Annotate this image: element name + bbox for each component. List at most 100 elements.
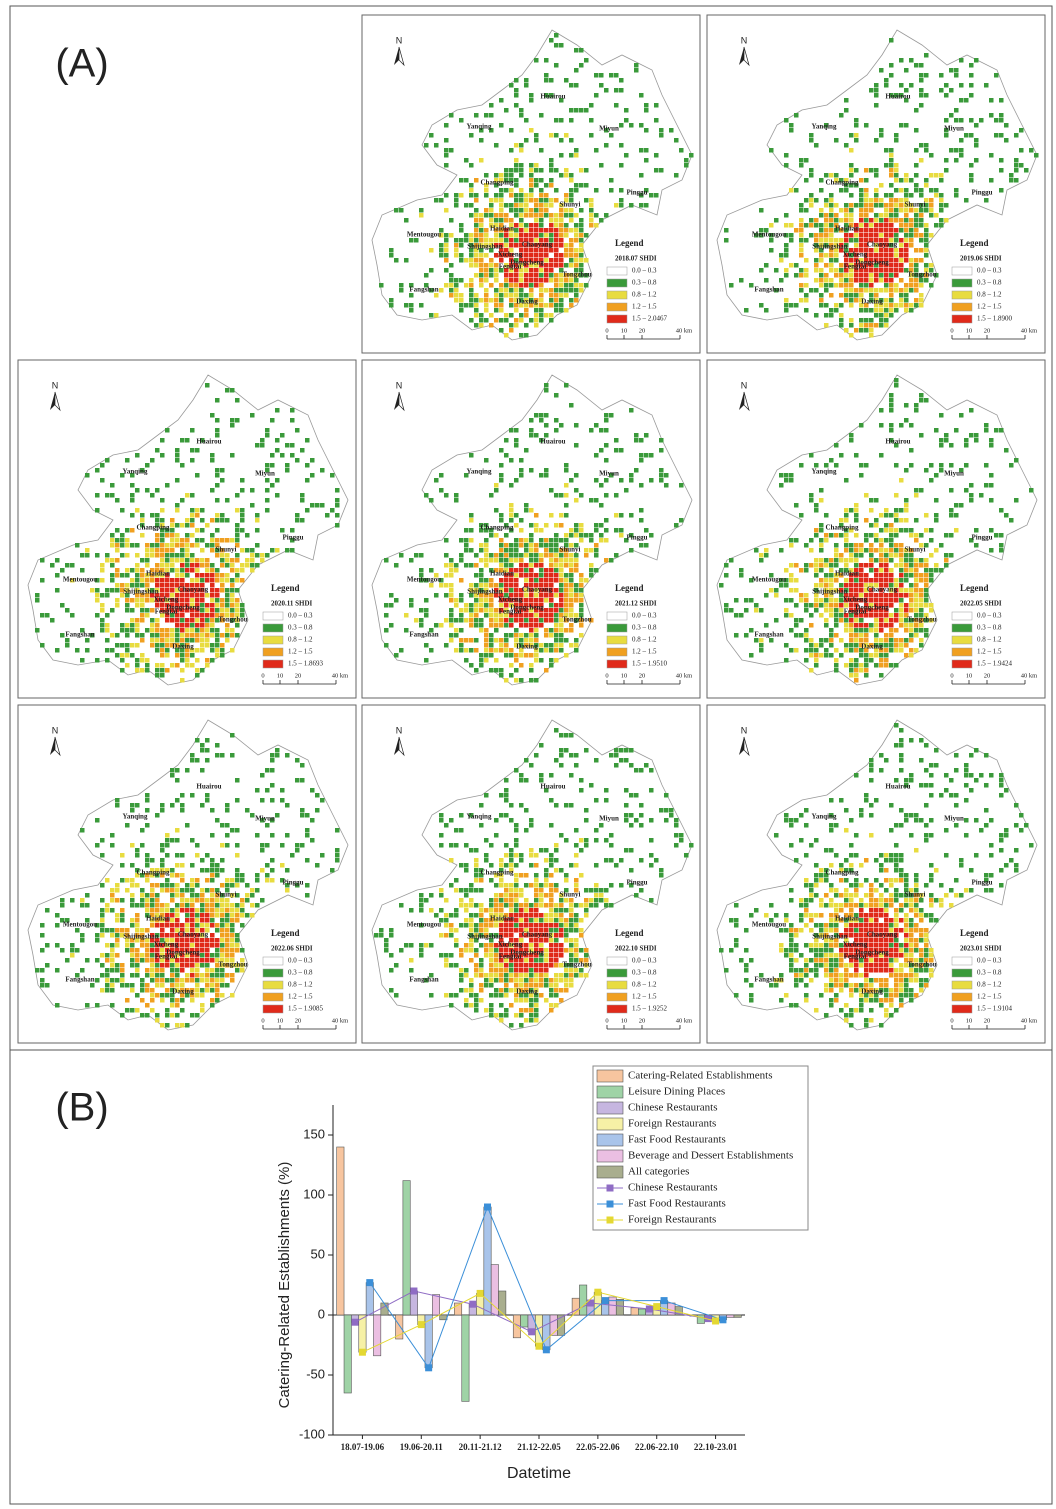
map-cell (180, 803, 185, 808)
map-cell (185, 563, 190, 568)
map-cell (474, 613, 479, 618)
map-cell (240, 608, 245, 613)
map-cell (539, 613, 544, 618)
map-cell (539, 213, 544, 218)
map-cell (160, 508, 165, 513)
map-cell (919, 598, 924, 603)
map-cell (235, 878, 240, 883)
map-cell (509, 203, 514, 208)
district-label: Xicheng (154, 941, 179, 949)
map-cell (195, 538, 200, 543)
map-cell (554, 188, 559, 193)
map-cell (844, 283, 849, 288)
map-cell (509, 618, 514, 623)
map-cell (210, 543, 215, 548)
map-cell (120, 963, 125, 968)
map-cell (844, 628, 849, 633)
map-cell (559, 633, 564, 638)
map-cell (904, 498, 909, 503)
map-cell (569, 583, 574, 588)
map-cell (559, 628, 564, 633)
map-cell (594, 498, 599, 503)
map-cell (504, 108, 509, 113)
map-cell (170, 898, 175, 903)
map-cell (464, 233, 469, 238)
map-cell (200, 893, 205, 898)
map-cell (275, 548, 280, 553)
map-cell (409, 238, 414, 243)
map-cell (824, 563, 829, 568)
map-cell (879, 453, 884, 458)
map-cell (514, 228, 519, 233)
map-cell (280, 453, 285, 458)
map-cell (270, 463, 275, 468)
map-cell (140, 638, 145, 643)
map-cell (539, 618, 544, 623)
map-cell (135, 968, 140, 973)
map-cell (454, 238, 459, 243)
map-cell (559, 243, 564, 248)
map-cell (160, 843, 165, 848)
map-cell (479, 658, 484, 663)
map-cell (180, 633, 185, 638)
map-cell (894, 608, 899, 613)
map-cell (220, 933, 225, 938)
map-cell (819, 233, 824, 238)
map-cell (454, 283, 459, 288)
map-cell (444, 923, 449, 928)
map-cell (799, 513, 804, 518)
map-cell (335, 853, 340, 858)
map-cell (210, 983, 215, 988)
map-cell (230, 883, 235, 888)
map-cell (559, 138, 564, 143)
map-cell (564, 193, 569, 198)
map-cell (205, 943, 210, 948)
map-cell (120, 553, 125, 558)
map-cell (559, 288, 564, 293)
map-cell (894, 598, 899, 603)
map-cell (874, 233, 879, 238)
map-cell (519, 538, 524, 543)
map-cell (804, 223, 809, 228)
map-cell (514, 618, 519, 623)
map-cell (110, 908, 115, 913)
map-cell (919, 558, 924, 563)
map-cell (544, 73, 549, 78)
map-cell (230, 538, 235, 543)
map-cell (135, 623, 140, 628)
map-cell (235, 418, 240, 423)
map-cell (889, 288, 894, 293)
map-cell (539, 193, 544, 198)
map-cell (899, 573, 904, 578)
map-cell (494, 488, 499, 493)
map-cell (110, 948, 115, 953)
map-cell (489, 218, 494, 223)
map-cell (859, 288, 864, 293)
map-cell (599, 428, 604, 433)
map-cell (419, 208, 424, 213)
map-cell (794, 263, 799, 268)
map-cell (180, 498, 185, 503)
map-cell (270, 548, 275, 553)
map-cell (474, 233, 479, 238)
map-cell (105, 593, 110, 598)
map-cell (225, 518, 230, 523)
map-cell (939, 543, 944, 548)
map-cell (150, 643, 155, 648)
legend-swatch (607, 291, 627, 299)
map-cell (484, 648, 489, 653)
map-cell (884, 203, 889, 208)
map-cell (305, 813, 310, 818)
map-cell (879, 658, 884, 663)
map-cell (479, 318, 484, 323)
map-cell (130, 878, 135, 883)
map-cell (449, 283, 454, 288)
map-cell (115, 978, 120, 983)
map-cell (185, 923, 190, 928)
map-cell (145, 968, 150, 973)
map-cell (819, 273, 824, 278)
map-cell (120, 573, 125, 578)
map-cell (799, 233, 804, 238)
map-cell (964, 488, 969, 493)
map-cell (85, 903, 90, 908)
